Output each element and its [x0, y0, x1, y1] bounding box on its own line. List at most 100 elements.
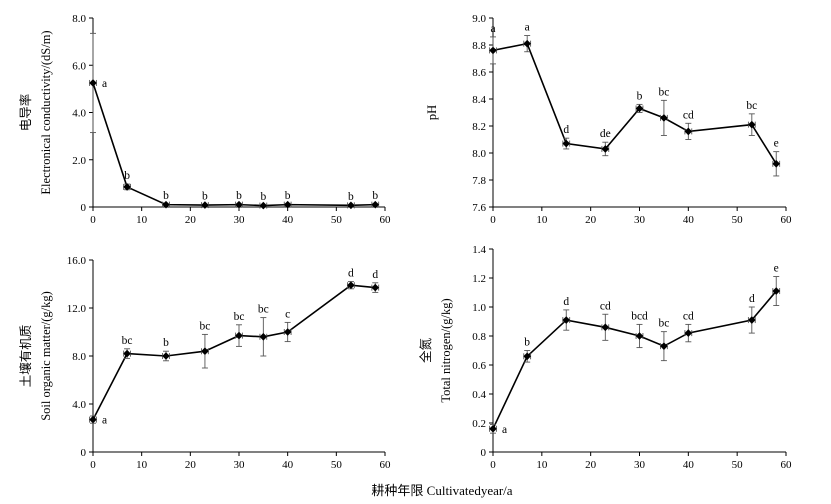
x-tick-label: 30: [234, 214, 246, 226]
data-point: [235, 331, 243, 340]
data-point: [235, 200, 243, 209]
significance-label: cd: [683, 109, 694, 121]
data-point: [347, 201, 355, 210]
x-tick-label: 40: [282, 214, 294, 226]
significance-label: c: [285, 308, 290, 320]
x-tick-label: 60: [380, 459, 392, 471]
y-axis-label: Electronical conductivity/(dS/m): [39, 30, 53, 194]
x-tick-label: 60: [781, 214, 793, 226]
data-point: [601, 145, 610, 153]
data-point: [283, 200, 292, 209]
x-tick-label: 20: [585, 459, 597, 471]
significance-label: bcd: [631, 310, 648, 322]
y-tick-label: 0.8: [472, 331, 486, 343]
x-tick-label: 40: [282, 459, 294, 471]
y-tick-label: 4.0: [72, 108, 86, 120]
data-point: [162, 200, 170, 209]
significance-label: e: [774, 138, 779, 150]
y-tick-label: 8.6: [472, 67, 486, 79]
significance-label: b: [163, 337, 169, 349]
y-tick-label: 8.0: [472, 148, 486, 160]
data-point: [489, 46, 497, 55]
data-point: [601, 323, 610, 332]
significance-label: e: [774, 263, 779, 275]
panel-tn: 0 10 20 30 40 50 60 0 0.2 0.4 0.6 0.8 1.0 1.2 1.4 Total…: [418, 244, 792, 471]
data-point: [748, 316, 756, 324]
y-tick-label: 0.6: [472, 360, 486, 372]
y-tick-label: 7.6: [472, 202, 486, 214]
y-tick-label: 8.2: [472, 121, 486, 133]
x-tick-label: 10: [536, 459, 548, 471]
y-axis-label-cn: 土壤有机质: [18, 325, 33, 388]
x-tick-label: 50: [732, 214, 744, 226]
data-point: [89, 79, 97, 87]
significance-label: a: [490, 23, 495, 35]
data-point: [347, 281, 355, 289]
x-tick-label: 0: [490, 214, 496, 226]
significance-label: b: [285, 190, 291, 202]
significance-label: cd: [683, 310, 694, 322]
significance-label: d: [563, 296, 569, 308]
x-tick-label: 0: [90, 214, 96, 226]
data-point: [201, 347, 209, 355]
data-point: [89, 415, 97, 424]
x-tick-label: 40: [683, 459, 695, 471]
y-tick-label: 1.0: [472, 302, 486, 314]
data-point: [660, 114, 668, 122]
data-point: [371, 200, 380, 209]
y-tick-label: 8.4: [472, 94, 486, 106]
y-axis-label-cn: 电导率: [18, 94, 33, 132]
data-point: [123, 183, 131, 191]
data-point: [684, 329, 693, 337]
significance-label: a: [102, 415, 107, 427]
y-tick-label: 12.0: [67, 303, 87, 315]
y-axis-label: Soil organic matter/(g/kg): [39, 291, 53, 421]
significance-label: cd: [600, 300, 611, 312]
x-tick-label: 30: [634, 459, 646, 471]
x-tick-label: 0: [490, 459, 496, 471]
x-tick-label: 60: [380, 214, 392, 226]
y-axis-label: Total nitrogen/(g/kg): [439, 298, 453, 402]
significance-label: bc: [258, 304, 269, 316]
x-tick-label: 50: [331, 214, 343, 226]
series-line: [492, 42, 777, 165]
y-tick-label: 2.0: [72, 155, 86, 167]
x-tick-label: 0: [90, 459, 96, 471]
y-tick-label: 7.8: [472, 175, 486, 187]
significance-label: d: [348, 268, 354, 280]
series-line: [92, 82, 376, 207]
y-tick-label: 1.4: [472, 244, 486, 256]
significance-label: a: [525, 22, 530, 34]
x-tick-label: 10: [536, 214, 548, 226]
y-tick-label: 6.0: [72, 60, 86, 72]
significance-label: d: [749, 293, 755, 305]
x-tick-label: 20: [585, 214, 597, 226]
y-tick-label: 0.4: [472, 389, 486, 401]
data-point: [635, 104, 644, 113]
x-tick-label: 40: [683, 214, 695, 226]
data-point: [660, 342, 668, 350]
y-tick-label: 8.0: [72, 351, 86, 363]
y-tick-label: 0: [81, 202, 87, 214]
data-point: [283, 328, 292, 336]
significance-label: a: [502, 424, 507, 436]
y-tick-label: 4.0: [72, 399, 86, 411]
significance-label: bc: [234, 311, 245, 323]
significance-label: b: [236, 190, 242, 202]
data-point: [523, 352, 531, 361]
data-point: [259, 201, 268, 210]
data-point: [635, 332, 644, 340]
y-tick-label: 0: [481, 447, 487, 459]
significance-label: d: [372, 269, 378, 281]
y-axis-label: pH: [425, 105, 439, 120]
significance-label: bc: [122, 335, 133, 347]
significance-label: b: [202, 191, 208, 203]
significance-label: bc: [658, 318, 669, 330]
significance-label: b: [524, 337, 530, 349]
data-point: [489, 425, 497, 433]
y-axis-label-cn: 全氮: [418, 338, 433, 364]
x-tick-label: 30: [634, 214, 646, 226]
significance-label: d: [563, 124, 569, 136]
significance-label: bc: [658, 86, 669, 98]
